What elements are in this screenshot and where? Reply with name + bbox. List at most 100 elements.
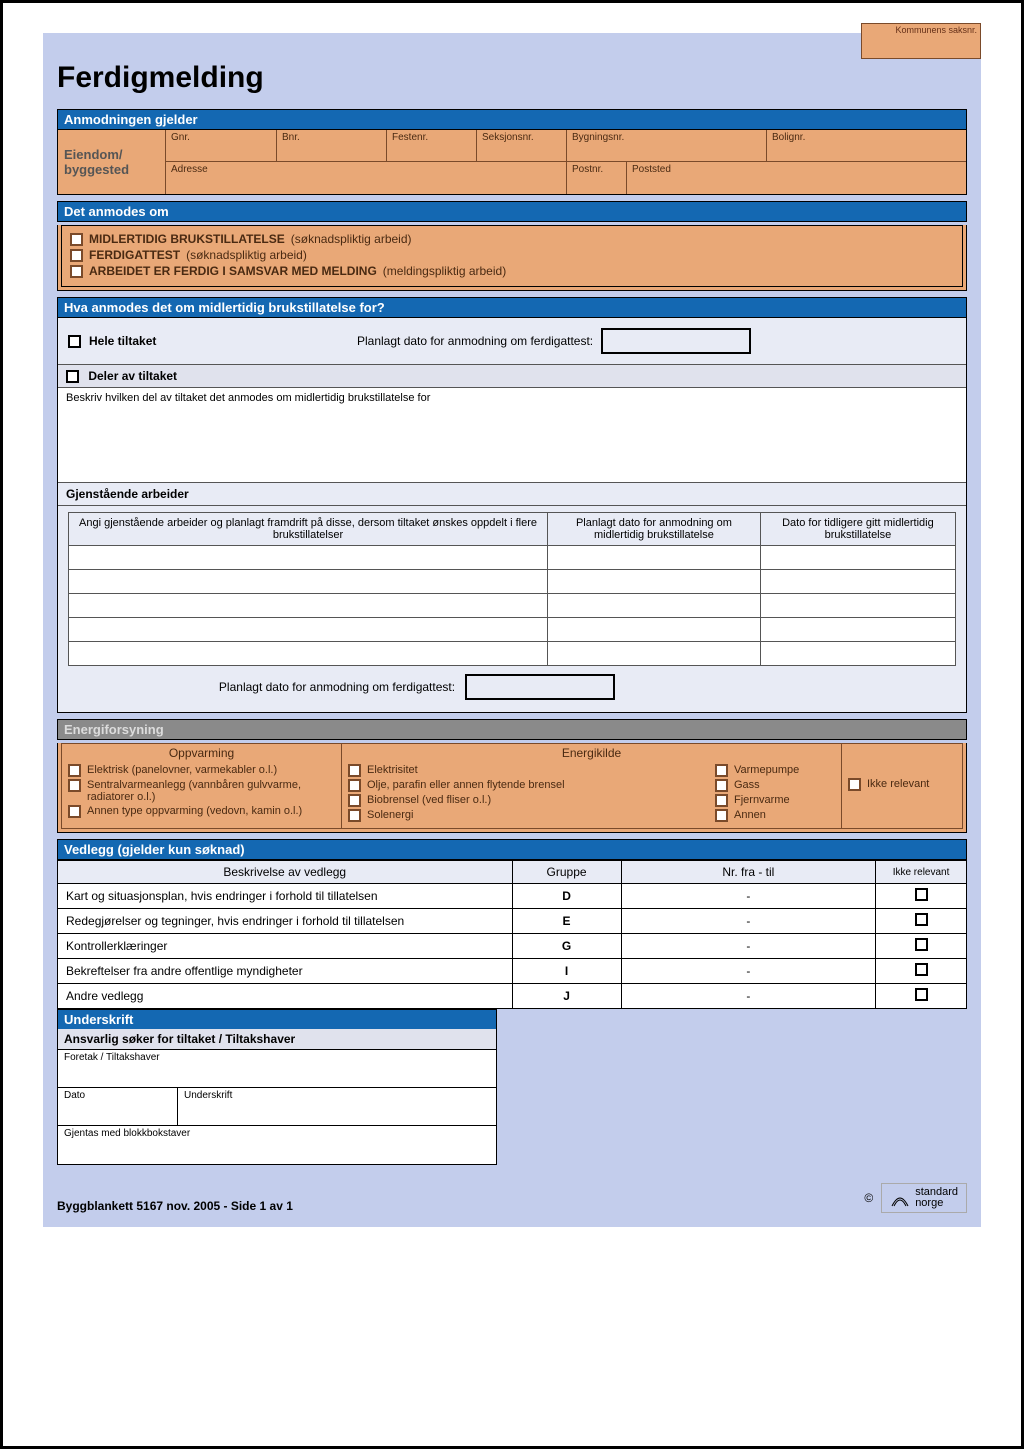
dato-field[interactable]: Dato (58, 1088, 178, 1126)
work-cell[interactable] (547, 570, 760, 594)
checkbox-icon[interactable] (70, 249, 83, 262)
vedlegg-cb-cell[interactable] (876, 984, 967, 1009)
field-gnr[interactable]: Gnr. (166, 130, 276, 161)
field-poststed[interactable]: Poststed (626, 162, 966, 194)
work-cell[interactable] (547, 546, 760, 570)
vedlegg-cb-cell[interactable] (876, 934, 967, 959)
field-festenr[interactable]: Festenr. (386, 130, 476, 161)
checkbox-icon[interactable] (915, 938, 928, 951)
energy-item[interactable]: Biobrensel (ved fliser o.l.) (348, 794, 685, 807)
checkbox-deler[interactable] (66, 370, 79, 383)
footer-text: Byggblankett 5167 nov. 2005 - Side 1 av … (57, 1199, 293, 1213)
anmodes-option-1[interactable]: FERDIGATTEST (søknadspliktig arbeid) (70, 248, 954, 262)
vedlegg-desc: Bekreftelser fra andre offentlige myndig… (58, 959, 513, 984)
checkbox-icon[interactable] (348, 809, 361, 822)
work-cell[interactable] (760, 594, 955, 618)
field-seksjonsnr[interactable]: Seksjonsnr. (476, 130, 566, 161)
gjentas-field[interactable]: Gjentas med blokkbokstaver (58, 1126, 496, 1164)
energy-item[interactable]: Olje, parafin eller annen flytende brens… (348, 779, 685, 792)
vedlegg-nr[interactable]: - (621, 984, 876, 1009)
energy-item[interactable]: Elektrisk (panelovner, varmekabler o.l.) (68, 764, 335, 777)
vedlegg-desc: Kontrollerklæringer (58, 934, 513, 959)
vedlegg-nr[interactable]: - (621, 884, 876, 909)
energy-item[interactable]: Annen (715, 809, 835, 822)
energy-item[interactable]: Fjernvarme (715, 794, 835, 807)
energy-item[interactable]: Varmepumpe (715, 764, 835, 777)
vedlegg-cb-cell[interactable] (876, 884, 967, 909)
checkbox-icon[interactable] (915, 913, 928, 926)
work-cell[interactable] (760, 618, 955, 642)
checkbox-icon[interactable] (68, 764, 81, 777)
section-energi: Energiforsyning (57, 719, 967, 740)
checkbox-icon[interactable] (348, 764, 361, 777)
vedlegg-cb-cell[interactable] (876, 959, 967, 984)
anmodes-option-2[interactable]: ARBEIDET ER FERDIG I SAMSVAR MED MELDING… (70, 264, 954, 278)
checkbox-icon[interactable] (348, 794, 361, 807)
underskrift-field[interactable]: Underskrift (178, 1088, 496, 1126)
vedlegg-th: Beskrivelse av vedlegg (58, 861, 513, 884)
checkbox-hele[interactable] (68, 335, 81, 348)
vedlegg-th: Gruppe (512, 861, 621, 884)
underskrift-box: Underskrift Ansvarlig søker for tiltaket… (57, 1009, 497, 1165)
work-cell[interactable] (760, 570, 955, 594)
energy-item[interactable]: Solenergi (348, 809, 685, 822)
planned-date-input[interactable] (601, 328, 751, 354)
vedlegg-desc: Kart og situasjonsplan, hvis endringer i… (58, 884, 513, 909)
energy-item[interactable]: Annen type oppvarming (vedovn, kamin o.l… (68, 805, 335, 818)
planned2-label: Planlagt dato for anmodning om ferdigatt… (219, 680, 455, 694)
anmodes-option-0[interactable]: MIDLERTIDIG BRUKSTILLATELSE (søknadsplik… (70, 232, 954, 246)
checkbox-icon[interactable] (715, 794, 728, 807)
checkbox-icon[interactable] (915, 888, 928, 901)
work-th1: Angi gjenstående arbeider og planlagt fr… (69, 513, 548, 546)
saksnr-box[interactable]: Kommunens saksnr. (861, 23, 981, 59)
checkbox-icon[interactable] (70, 265, 83, 278)
energy-item[interactable]: Elektrisitet (348, 764, 685, 777)
work-cell[interactable] (69, 618, 548, 642)
planned2-date-input[interactable] (465, 674, 615, 700)
energy-ikke-relevant[interactable]: Ikke relevant (848, 778, 929, 791)
field-bnr[interactable]: Bnr. (276, 130, 386, 161)
vedlegg-grp: I (512, 959, 621, 984)
planned-label: Planlagt dato for anmodning om ferdigatt… (357, 334, 593, 348)
work-cell[interactable] (69, 570, 548, 594)
checkbox-icon[interactable] (848, 778, 861, 791)
checkbox-icon[interactable] (68, 779, 81, 792)
foretak-field[interactable]: Foretak / Tiltakshaver (58, 1050, 496, 1088)
energy-item[interactable]: Sentralvarmeanlegg (vannbåren gulvvarme,… (68, 779, 335, 803)
checkbox-icon[interactable] (68, 805, 81, 818)
checkbox-icon[interactable] (915, 963, 928, 976)
form-title: Ferdigmelding (57, 61, 967, 95)
vedlegg-grp: E (512, 909, 621, 934)
work-cell[interactable] (69, 594, 548, 618)
work-cell[interactable] (547, 642, 760, 666)
field-adresse[interactable]: Adresse (166, 162, 566, 194)
vedlegg-grp: G (512, 934, 621, 959)
field-postnr[interactable]: Postnr. (566, 162, 626, 194)
checkbox-icon[interactable] (715, 779, 728, 792)
checkbox-icon[interactable] (915, 988, 928, 1001)
work-cell[interactable] (760, 642, 955, 666)
energy-item[interactable]: Gass (715, 779, 835, 792)
field-bolignr[interactable]: Bolignr. (766, 130, 966, 161)
work-cell[interactable] (547, 594, 760, 618)
work-cell[interactable] (69, 546, 548, 570)
checkbox-icon[interactable] (715, 809, 728, 822)
eiendom-label: Eiendom/ byggested (58, 130, 166, 194)
work-cell[interactable] (547, 618, 760, 642)
deler-label: Deler av tiltaket (88, 369, 177, 383)
vedlegg-grp: J (512, 984, 621, 1009)
anmodes-label: ARBEIDET ER FERDIG I SAMSVAR MED MELDING (89, 264, 377, 278)
work-cell[interactable] (69, 642, 548, 666)
work-cell[interactable] (760, 546, 955, 570)
checkbox-icon[interactable] (715, 764, 728, 777)
checkbox-icon[interactable] (70, 233, 83, 246)
vedlegg-nr[interactable]: - (621, 959, 876, 984)
vedlegg-nr[interactable]: - (621, 934, 876, 959)
field-bygningsnr[interactable]: Bygningsnr. (566, 130, 766, 161)
beskriv-textarea[interactable]: Beskriv hvilken del av tiltaket det anmo… (58, 388, 966, 483)
vedlegg-cb-cell[interactable] (876, 909, 967, 934)
underskrift-header: Underskrift (58, 1010, 496, 1029)
checkbox-icon[interactable] (348, 779, 361, 792)
energikilde-hdr: Energikilde (348, 744, 835, 762)
vedlegg-nr[interactable]: - (621, 909, 876, 934)
